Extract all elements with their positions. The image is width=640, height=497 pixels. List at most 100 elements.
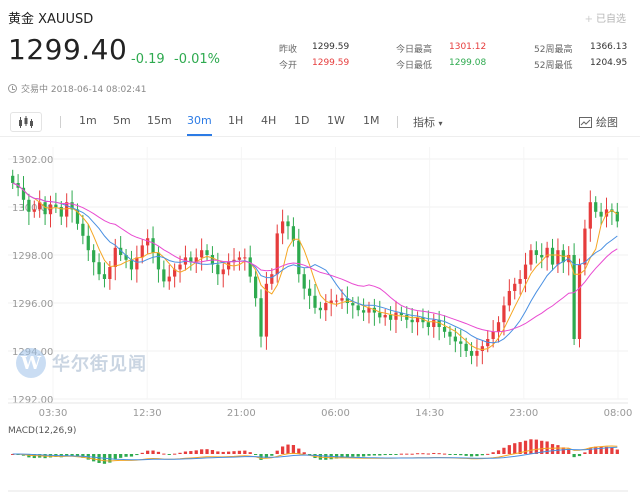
macd-bar <box>529 439 533 454</box>
macd-bar <box>200 449 204 454</box>
macd-bar <box>469 454 474 457</box>
tab-1h[interactable]: 1H <box>228 114 244 127</box>
candle-body <box>545 247 549 258</box>
price-change: -0.19 <box>131 52 165 67</box>
candle-body <box>442 327 447 332</box>
tab-15m[interactable]: 15m <box>147 114 172 127</box>
ma10-line <box>12 182 618 344</box>
macd-bar <box>297 448 301 454</box>
watermark-text: 华尔街见闻 <box>52 354 147 375</box>
w52-high-label: 52周最高 <box>534 45 573 55</box>
candle-body <box>43 202 47 215</box>
macd-bar <box>232 451 236 454</box>
macd-bar <box>599 446 603 454</box>
macd-bar <box>156 451 161 454</box>
macd-bar <box>280 446 285 454</box>
macd-bar <box>270 454 274 456</box>
macd-bar <box>216 451 220 454</box>
macd-bar <box>183 451 188 454</box>
candle-body <box>437 319 441 327</box>
macd-bar <box>486 453 490 455</box>
toolbar-divider <box>60 116 61 128</box>
prev-close-label: 昨收 <box>279 45 298 55</box>
candle-body <box>259 298 263 337</box>
candle-body <box>523 264 528 279</box>
tab-5m[interactable]: 5m <box>113 114 131 127</box>
candle-body <box>469 351 474 356</box>
candle-body <box>307 288 312 296</box>
candle-body <box>361 310 366 313</box>
chart-type-button[interactable] <box>10 112 42 132</box>
candle-body <box>194 257 198 263</box>
tab-1mo[interactable]: 1M <box>363 114 380 127</box>
toolbar-divider <box>397 116 398 128</box>
indicators-menu[interactable]: 指标 ▾ <box>413 114 443 130</box>
macd-bar <box>254 454 258 456</box>
tab-1w[interactable]: 1W <box>327 114 345 127</box>
drawing-icon <box>579 116 592 128</box>
macd-bar <box>351 454 355 457</box>
draw-button[interactable]: 绘图 <box>579 114 618 130</box>
macd-bar <box>523 440 528 454</box>
macd-bar <box>561 447 565 454</box>
macd-bar <box>604 446 609 454</box>
candle-body <box>432 319 436 327</box>
candle-body <box>399 312 403 315</box>
candle-body <box>275 233 279 275</box>
open-value: 1299.59 <box>312 58 350 68</box>
macd-bar <box>205 449 209 454</box>
w52-low-label: 52周最低 <box>534 61 573 71</box>
candle-body <box>86 235 90 251</box>
tab-1m[interactable]: 1m <box>79 114 97 127</box>
added-label: 已自选 <box>596 14 626 25</box>
add-watchlist-button[interactable]: + 已自选 <box>585 10 626 25</box>
macd-bar <box>394 454 398 455</box>
macd-bar <box>513 443 517 454</box>
macd-bar <box>567 448 571 454</box>
macd-bar <box>459 454 463 456</box>
tab-30m[interactable]: 30m <box>187 114 212 136</box>
macd-bar <box>340 454 344 458</box>
macd-bar <box>367 454 371 456</box>
macd-bar <box>572 454 576 458</box>
candle-body <box>405 315 409 320</box>
macd-bar <box>119 454 123 458</box>
day-low-value: 1299.08 <box>449 58 487 68</box>
x-tick-label: 03:30 <box>39 408 68 419</box>
macd-bar <box>345 454 350 458</box>
indicators-label: 指标 <box>413 116 435 129</box>
candle-body <box>254 276 258 299</box>
price-change-percent: -0.01% <box>174 52 220 67</box>
caret-down-icon: ▾ <box>438 119 443 128</box>
x-tick-label: 21:00 <box>227 408 256 419</box>
x-tick-label: 08:00 <box>604 408 633 419</box>
macd-bar <box>189 451 193 454</box>
candle-body <box>599 211 603 217</box>
price-chart[interactable]: 1302.001300.001298.001296.001294.001292.… <box>0 137 640 497</box>
candle-body <box>248 257 252 277</box>
candle-body <box>70 202 74 210</box>
candle-body <box>48 204 53 215</box>
macd-bar <box>507 445 511 454</box>
draw-label: 绘图 <box>596 116 618 129</box>
instrument-title: 黄金 XAUUSD <box>8 12 94 27</box>
tab-4h[interactable]: 4H <box>261 114 277 127</box>
macd-bar <box>464 454 468 456</box>
candle-body <box>129 259 134 270</box>
candle-body <box>448 331 452 337</box>
candle-body <box>507 291 511 306</box>
tab-1d[interactable]: 1D <box>294 114 310 127</box>
candle-body <box>156 252 161 270</box>
candle-body <box>264 283 269 337</box>
macd-bar <box>173 453 177 455</box>
candle-body <box>453 336 457 342</box>
macd-bar <box>286 444 290 454</box>
candle-body <box>334 300 339 302</box>
trading-status: 交易中 2018-06-14 08:02:41 <box>8 82 146 95</box>
candle-body <box>243 257 247 259</box>
macd-bar <box>540 440 544 454</box>
macd-bar <box>70 454 74 456</box>
macd-bar <box>399 453 403 455</box>
macd-bar <box>178 452 182 454</box>
macd-bar <box>167 454 171 455</box>
